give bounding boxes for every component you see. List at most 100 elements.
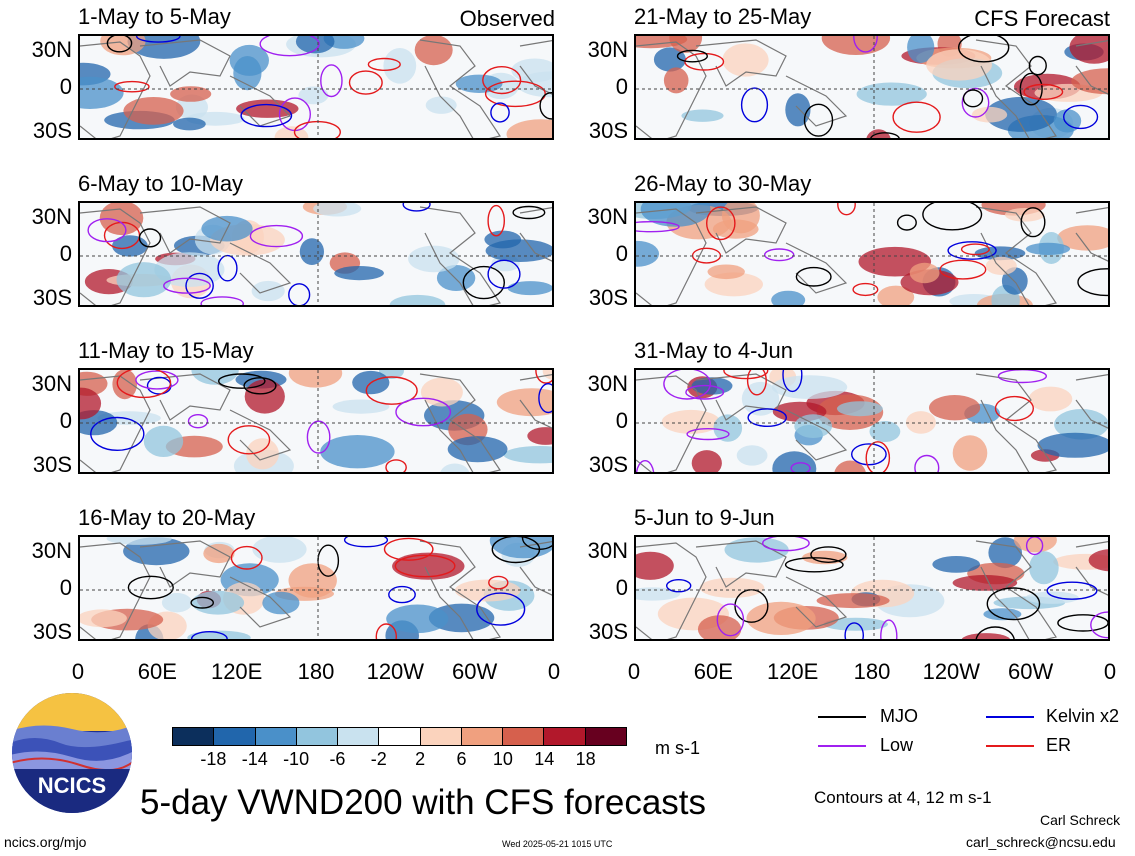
colorbar-swatch	[338, 728, 380, 745]
contour-line	[375, 623, 397, 639]
contour-line	[790, 462, 811, 472]
colorbar-tick-label: 2	[415, 749, 426, 769]
contour-line	[521, 537, 552, 550]
contour-line	[227, 425, 271, 455]
contour-line	[636, 460, 655, 472]
coastline	[80, 208, 151, 305]
lat-tick-label: 30S	[588, 285, 628, 310]
anomaly-blob	[736, 445, 768, 466]
colorbar-tick-label: 14	[534, 749, 555, 769]
coastline	[139, 373, 231, 421]
anomaly-blob	[496, 388, 552, 417]
site-link[interactable]: ncics.org/mjo	[4, 834, 87, 850]
anomaly-blob	[143, 425, 184, 457]
lat-tick-label: 0	[615, 74, 628, 99]
contour-line	[896, 214, 917, 231]
lat-tick-label: 30S	[32, 285, 72, 310]
contour-line	[960, 243, 990, 256]
lon-tick-label: 0	[627, 659, 641, 684]
contour-line	[852, 282, 879, 297]
contour-line	[348, 70, 383, 95]
anomaly-blob	[661, 409, 721, 434]
anomaly-field	[636, 36, 1108, 138]
contour-line	[716, 603, 745, 637]
contour-line	[1077, 268, 1108, 297]
contour-line	[135, 370, 179, 390]
contour-line	[306, 420, 331, 454]
anomaly-blob	[794, 414, 833, 438]
contour-line	[636, 221, 680, 233]
observed-label: Observed	[459, 6, 555, 31]
anomaly-blob	[988, 537, 1022, 569]
contour-line	[747, 408, 787, 427]
coastline	[975, 206, 1057, 305]
anomaly-blob	[298, 86, 329, 105]
lat-tick-label: 30N	[587, 371, 628, 396]
author-email[interactable]: carl_schreck@ncsu.edu	[966, 834, 1116, 850]
lat-tick-label: 30N	[31, 204, 72, 229]
contour-line	[947, 241, 997, 260]
anomaly-blob	[1028, 386, 1073, 412]
anomaly-blob	[653, 47, 686, 72]
contour-line	[512, 205, 546, 220]
contour-line	[385, 459, 407, 472]
contour-line	[185, 272, 214, 299]
contour-line	[803, 103, 834, 137]
contour-line	[810, 546, 847, 564]
contour-line	[1023, 83, 1064, 101]
anomaly-blob	[1029, 551, 1059, 585]
lon-tick-label: 0	[71, 659, 85, 684]
lat-tick-label: 30S	[588, 118, 628, 143]
colorbar-tick-label: -18	[200, 749, 227, 769]
contour-line	[939, 259, 987, 280]
anomaly-blob	[1037, 432, 1108, 458]
anomaly-blob	[454, 579, 521, 602]
contour-line	[249, 224, 304, 248]
contour-line	[187, 414, 209, 429]
anomaly-blob	[823, 617, 888, 631]
anomaly-field	[80, 370, 552, 472]
colorbar-tick-label: -14	[241, 749, 268, 769]
coastline	[519, 207, 552, 262]
lat-tick-label: 0	[59, 408, 72, 433]
panel-title: 1-May to 5-May	[78, 4, 231, 29]
contour-line	[782, 370, 803, 393]
contour-line	[837, 203, 856, 216]
lat-tick-label: 0	[59, 74, 72, 99]
anomaly-blob	[952, 575, 1018, 591]
colorbar-swatch	[503, 728, 545, 745]
colorbar-swatch	[214, 728, 256, 745]
anomaly-blob	[771, 375, 848, 399]
lat-tick-label: 30N	[31, 371, 72, 396]
contour-line	[961, 87, 990, 118]
anomaly-blob	[1088, 549, 1108, 572]
forecast-label: CFS Forecast	[974, 6, 1110, 31]
anomaly-blob	[455, 74, 503, 93]
lon-tick-label: 0	[1103, 659, 1117, 684]
contour-line	[163, 277, 211, 294]
contour-line	[922, 203, 983, 231]
map-panel	[634, 535, 1110, 641]
anomaly-field	[80, 537, 552, 639]
anomaly-blob	[907, 36, 935, 63]
units-label: m s-1	[655, 738, 700, 758]
anomaly-blob	[503, 446, 552, 464]
panel-title: 16-May to 20-May	[78, 505, 256, 530]
contour-line	[487, 204, 506, 237]
colorbar	[172, 727, 627, 746]
lat-tick-label: 30S	[588, 452, 628, 477]
anomaly-blob	[681, 109, 724, 122]
colorbar-swatch	[379, 728, 421, 745]
contour-line	[462, 265, 505, 300]
lat-tick-label: 0	[615, 408, 628, 433]
coastline	[519, 40, 552, 95]
contours-note: Contours at 4, 12 m s-1	[814, 788, 992, 807]
map-panel	[634, 368, 1110, 474]
anomaly-blob	[771, 290, 806, 305]
contour-line	[106, 36, 133, 53]
colorbar-swatch	[420, 728, 462, 745]
contour-line	[962, 89, 984, 108]
anomaly-blob	[1053, 109, 1082, 133]
lat-tick-label: 30S	[32, 118, 72, 143]
lat-tick-label: 30N	[587, 538, 628, 563]
